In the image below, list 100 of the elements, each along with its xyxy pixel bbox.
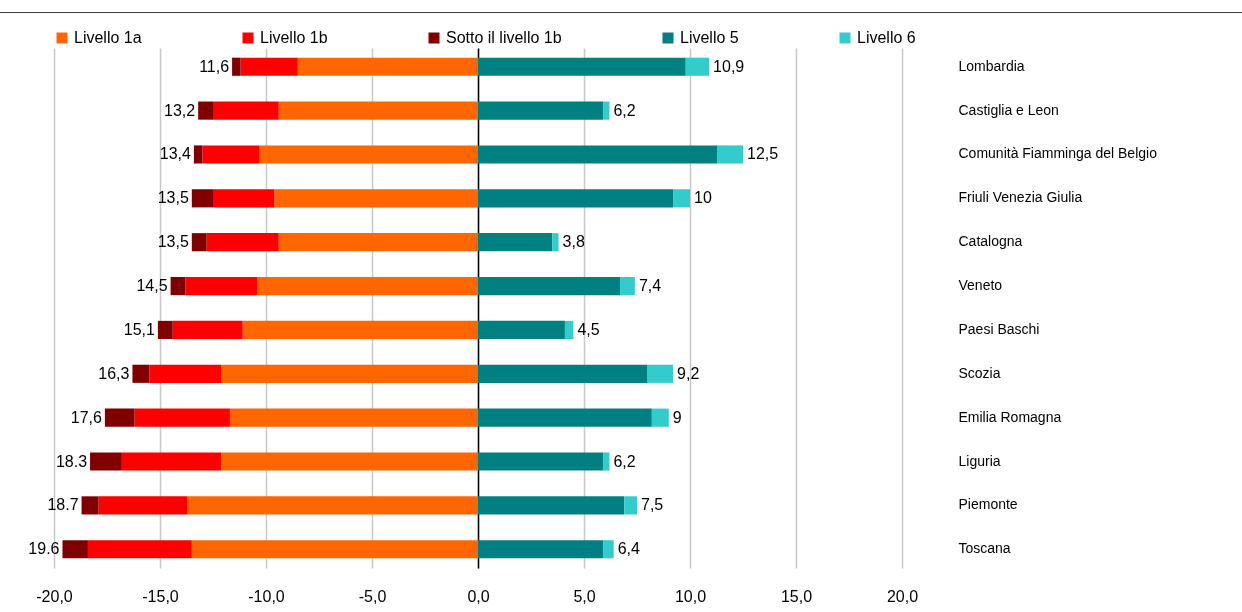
bar (552, 233, 559, 252)
annotation: 15,1 (123, 320, 155, 338)
x-tick-label: 20,0 (886, 587, 919, 605)
annotation: 11,6 (199, 57, 230, 75)
bar (242, 320, 478, 340)
bar (132, 364, 150, 383)
y-tick-label: Emilia Romagna (958, 408, 1062, 425)
bar (98, 496, 188, 515)
bar (193, 145, 203, 164)
annotation: 16,3 (98, 364, 130, 382)
x-tick-label: -20,0 (36, 587, 73, 605)
annotation: 13,2 (164, 101, 196, 119)
legend-label: Livello 1a (74, 29, 142, 46)
annotation: 19.6 (28, 540, 60, 558)
y-tick-label: Piemonte (958, 496, 1018, 513)
y-tick-label: Scozia (958, 364, 1001, 381)
x-tick-label: -15,0 (142, 587, 179, 605)
bar (278, 233, 478, 252)
bar (206, 233, 279, 252)
bar (191, 233, 207, 252)
bar (240, 57, 298, 76)
bar (185, 276, 258, 296)
bar (478, 276, 621, 296)
bar (149, 364, 222, 383)
bar (603, 540, 614, 559)
bar (257, 276, 478, 296)
bar (202, 145, 260, 164)
bar (213, 189, 275, 208)
bar (191, 189, 213, 208)
annotation: 14,5 (136, 277, 168, 295)
bar (685, 57, 710, 76)
y-tick-label: Catalogna (958, 233, 1023, 250)
bar (157, 320, 173, 340)
annotation: 10,9 (713, 57, 745, 75)
x-tick-label: 0,0 (467, 587, 490, 605)
bar (259, 145, 478, 164)
annotation: 6,4 (617, 540, 641, 558)
bar (478, 57, 686, 76)
legend-label: Livello 6 (857, 29, 916, 46)
annotation: 7,5 (641, 496, 664, 514)
annotation: 3,8 (562, 233, 585, 251)
bar (647, 364, 674, 383)
bar (478, 452, 604, 471)
legend-label: Sotto il livello 1b (446, 29, 562, 46)
x-tick-label: -5,0 (358, 587, 387, 605)
x-tick-label: 10,0 (674, 587, 707, 605)
legend-label: Livello 5 (680, 29, 739, 46)
bar (187, 496, 478, 515)
annotation: 12,5 (747, 145, 779, 163)
bar (104, 408, 135, 427)
annotation: 7,4 (638, 277, 662, 295)
bar (170, 276, 186, 296)
bar (198, 101, 213, 120)
bar (564, 320, 574, 340)
annotation: 18.3 (55, 452, 88, 470)
x-tick-label: 5,0 (573, 587, 596, 605)
bar (603, 452, 610, 471)
bar (81, 496, 99, 515)
bar (673, 189, 690, 208)
annotation: 13,5 (157, 233, 189, 251)
x-tick-label: 15,0 (780, 587, 813, 605)
bar (478, 540, 604, 559)
bar (278, 101, 478, 120)
bar (478, 496, 625, 515)
bar (478, 145, 718, 164)
y-tick-label: Lombardia (958, 57, 1025, 74)
bar (191, 540, 478, 559)
bar (478, 408, 652, 427)
y-tick-label: Toscana (958, 540, 1011, 557)
bar (62, 540, 88, 559)
annotation: 4,5 (577, 320, 600, 338)
bar (651, 408, 669, 427)
bar (221, 452, 478, 471)
x-tick-label: -10,0 (248, 587, 285, 605)
annotation: 18.7 (47, 496, 79, 514)
annotation: 13,5 (157, 189, 189, 207)
bar (478, 320, 565, 340)
annotation: 6,2 (613, 452, 636, 470)
y-tick-label: Liguria (958, 452, 1001, 469)
y-tick-label: Comunità Fiamminga del Belgio (958, 145, 1158, 162)
bar (87, 540, 192, 559)
bar (478, 189, 674, 208)
bar (229, 408, 478, 427)
bar (232, 57, 241, 76)
legend-label: Livello 1b (260, 29, 328, 46)
y-tick-label: Castiglia e Leon (958, 101, 1059, 118)
bar (172, 320, 243, 340)
bar (478, 101, 604, 120)
annotation: 6,2 (613, 101, 636, 119)
y-tick-label: Friuli Venezia Giulia (958, 189, 1083, 206)
bar (213, 101, 279, 120)
bar (134, 408, 230, 427)
bar (603, 101, 610, 120)
bar (478, 233, 553, 252)
bar (624, 496, 637, 515)
annotation: 17,6 (70, 408, 102, 426)
bar (90, 452, 122, 471)
bar (620, 276, 635, 296)
bar (297, 57, 478, 76)
y-tick-label: Veneto (958, 277, 1003, 294)
